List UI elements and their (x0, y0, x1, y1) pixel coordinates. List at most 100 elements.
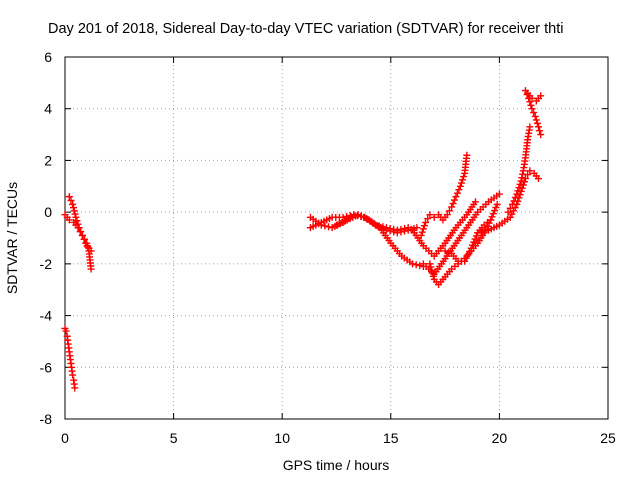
data-point (456, 182, 464, 190)
data-point (528, 94, 536, 102)
data-point (404, 224, 412, 232)
data-point (466, 248, 474, 256)
data-point (413, 224, 421, 232)
data-point (472, 232, 480, 240)
series-arc-h (409, 198, 480, 260)
axis-ticks: 0 5 10 15 20 25 -8 -6 -4 -2 0 2 4 6 (40, 49, 616, 446)
series-arc-l (474, 167, 542, 237)
data-point (464, 251, 472, 259)
data-point (449, 200, 457, 208)
data-point (515, 184, 523, 192)
data-point (87, 247, 95, 255)
data-point (444, 248, 452, 256)
data-point (390, 225, 398, 233)
data-point (72, 213, 80, 221)
data-series (61, 87, 545, 392)
data-point (533, 119, 541, 127)
data-point (526, 123, 534, 131)
data-point (69, 204, 77, 212)
data-point (445, 207, 453, 215)
data-point (393, 226, 401, 234)
data-point (506, 204, 514, 212)
plot-frame (64, 56, 609, 420)
data-point (448, 203, 456, 211)
data-point (521, 175, 529, 183)
data-point (537, 131, 545, 139)
data-point (62, 327, 70, 335)
data-point (73, 217, 81, 225)
series-arc-c (61, 325, 79, 392)
data-point (532, 116, 540, 124)
x-tick-label: 20 (492, 430, 508, 446)
data-point (461, 257, 469, 265)
data-point (511, 193, 519, 201)
data-point (452, 193, 460, 201)
data-point (65, 193, 73, 201)
data-point (430, 213, 438, 221)
data-point (527, 101, 535, 109)
data-point (513, 190, 521, 198)
data-point (75, 224, 83, 232)
data-point (526, 167, 534, 175)
data-point (382, 224, 390, 232)
series-arc-n (521, 87, 545, 139)
data-point (481, 227, 489, 235)
data-point (412, 261, 420, 269)
data-point (463, 151, 471, 159)
data-point (71, 384, 79, 392)
data-point (472, 198, 480, 206)
data-point (516, 180, 524, 188)
data-point (453, 189, 461, 197)
data-point (488, 213, 496, 221)
data-point (519, 170, 527, 178)
x-tick-label: 5 (170, 430, 178, 446)
data-point (495, 190, 503, 198)
data-point (416, 262, 424, 270)
data-point (487, 216, 495, 224)
y-tick-label: -4 (40, 308, 53, 324)
y-tick-label: 6 (44, 49, 52, 65)
data-point (468, 241, 476, 249)
data-point (514, 187, 522, 195)
y-tick-label: 4 (44, 101, 52, 117)
y-tick-label: 0 (44, 204, 52, 220)
data-point (418, 228, 426, 236)
data-point (426, 211, 434, 219)
data-point (510, 197, 518, 205)
data-point (80, 235, 88, 243)
data-point (419, 225, 427, 233)
series-arc-g (417, 151, 471, 239)
data-point (401, 225, 409, 233)
data-point (455, 186, 463, 194)
data-point (504, 208, 512, 216)
data-point (537, 92, 545, 100)
y-tick-label: -8 (40, 411, 53, 427)
data-point (534, 175, 542, 183)
data-point (422, 218, 430, 226)
data-point (471, 235, 479, 243)
data-point (531, 112, 539, 120)
x-tick-label: 10 (274, 430, 290, 446)
y-tick-label: 2 (44, 152, 52, 168)
data-point (87, 265, 95, 273)
data-point (77, 228, 85, 236)
series-arc-e (306, 211, 412, 234)
data-point (457, 179, 465, 187)
y-tick-label: -2 (40, 256, 53, 272)
data-point (397, 225, 405, 233)
x-axis-label: GPS time / hours (283, 457, 390, 473)
data-point (492, 203, 500, 211)
data-point (477, 228, 485, 236)
data-point (426, 260, 434, 268)
y-tick-label: -6 (40, 359, 53, 375)
data-point (506, 213, 514, 221)
x-tick-label: 15 (383, 430, 399, 446)
data-point (518, 174, 526, 182)
data-point (321, 222, 329, 230)
series-arc-i (426, 200, 501, 289)
data-point (441, 247, 449, 255)
chart-title: Day 201 of 2018, Sidereal Day-to-day VTE… (48, 21, 564, 37)
data-point (78, 231, 86, 239)
data-point (69, 371, 77, 379)
